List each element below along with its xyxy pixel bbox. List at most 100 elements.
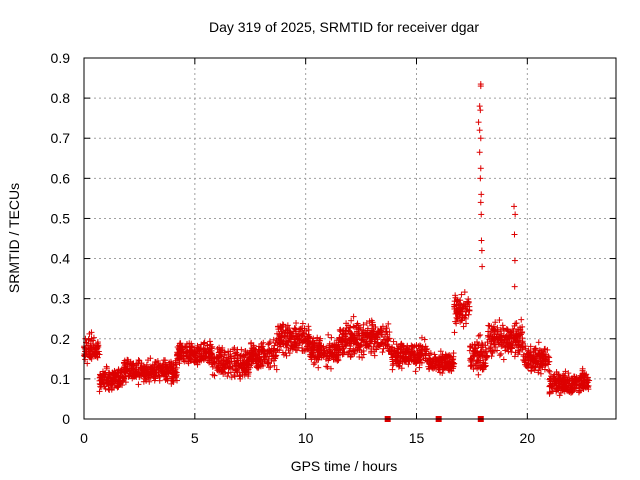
x-tick-label: 0 (80, 430, 88, 446)
data-point (282, 327, 289, 334)
data-point (496, 352, 503, 359)
data-point (278, 333, 285, 340)
data-point (114, 372, 121, 379)
data-point (160, 364, 167, 371)
data-point (215, 349, 222, 356)
data-point (231, 345, 238, 352)
data-point (325, 331, 332, 338)
data-point (511, 283, 518, 290)
y-tick-label: 0.4 (51, 251, 71, 267)
data-point (508, 349, 515, 356)
data-point (270, 336, 277, 343)
data-point (277, 334, 284, 341)
data-point (114, 383, 121, 390)
data-point (389, 366, 396, 373)
data-point (234, 352, 241, 359)
data-point (379, 349, 386, 356)
data-point (207, 349, 214, 356)
data-point (299, 332, 306, 339)
data-point (146, 378, 153, 385)
y-axis-label: SRMTID / TECUs (6, 183, 22, 293)
data-point (350, 313, 357, 320)
x-axis-label: GPS time / hours (291, 458, 398, 474)
data-point (140, 363, 147, 370)
data-point (248, 348, 255, 355)
data-point (545, 367, 552, 374)
data-point (310, 335, 317, 342)
data-point (267, 338, 274, 345)
y-tick-label: 0.3 (51, 291, 71, 307)
data-point (152, 359, 159, 366)
data-point (284, 332, 291, 339)
data-point (233, 367, 240, 374)
data-point (173, 373, 180, 380)
data-point (218, 366, 225, 373)
data-point (479, 263, 486, 270)
data-point (200, 340, 207, 347)
data-point (176, 342, 183, 349)
data-point (451, 329, 458, 336)
y-tick-label: 0.2 (51, 331, 71, 347)
data-point (271, 342, 278, 349)
data-point (478, 191, 485, 198)
data-point (245, 373, 252, 380)
data-point (88, 329, 95, 336)
data-point (135, 381, 142, 388)
data-point (135, 367, 142, 374)
data-point (320, 345, 327, 352)
data-point (173, 361, 180, 368)
data-point (219, 347, 226, 354)
data-point (478, 211, 485, 218)
data-point (85, 353, 92, 360)
data-point (95, 348, 102, 355)
data-point (224, 359, 231, 366)
data-point (143, 377, 150, 384)
data-point (299, 347, 306, 354)
data-point (165, 368, 172, 375)
data-point (85, 337, 92, 344)
data-point (151, 377, 158, 384)
y-tick-label: 0 (62, 411, 70, 427)
data-point (156, 373, 163, 380)
data-point (248, 339, 255, 346)
data-point (324, 363, 331, 370)
data-point (207, 357, 214, 364)
data-point (121, 375, 128, 382)
data-point (476, 149, 483, 156)
data-point (213, 365, 220, 372)
data-point (95, 344, 102, 351)
data-point (159, 363, 166, 370)
data-point (311, 359, 318, 366)
data-point (103, 377, 110, 384)
data-point (371, 352, 378, 359)
data-point (251, 350, 258, 357)
data-point (292, 326, 299, 333)
data-point (279, 339, 286, 346)
data-point (293, 340, 300, 347)
data-point (255, 363, 262, 370)
data-point (511, 257, 518, 264)
data-point (278, 326, 285, 333)
data-point (283, 352, 290, 359)
data-point (327, 365, 334, 372)
data-point (291, 336, 298, 343)
data-point (537, 370, 544, 377)
chart-title: Day 319 of 2025, SRMTID for receiver dga… (209, 19, 479, 35)
data-point (478, 237, 485, 244)
data-point (317, 352, 324, 359)
data-point (174, 344, 181, 351)
data-point (148, 370, 155, 377)
data-point (142, 369, 149, 376)
data-points (81, 81, 593, 422)
data-point (124, 366, 131, 373)
data-point (475, 371, 482, 378)
data-point (224, 373, 231, 380)
data-point (234, 357, 241, 364)
data-point (225, 355, 232, 362)
data-point (238, 364, 245, 371)
x-tick-label: 20 (520, 430, 536, 446)
data-point (120, 359, 127, 366)
data-point (328, 350, 335, 357)
data-point (535, 339, 542, 346)
